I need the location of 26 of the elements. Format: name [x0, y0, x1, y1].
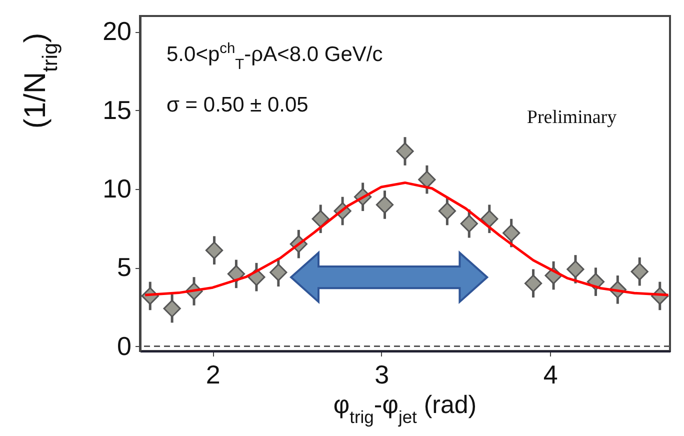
- point: [502, 224, 520, 242]
- y-tick-label: 20: [102, 16, 132, 46]
- point: [524, 274, 542, 292]
- y-tick-label: 15: [102, 94, 132, 125]
- point: [566, 260, 584, 278]
- y-tick-label: 5: [117, 252, 132, 282]
- y-tick-label: 0: [117, 330, 132, 361]
- x-tick-label: 3: [374, 360, 390, 390]
- y-tick-label: 10: [102, 174, 132, 204]
- annotation: Preliminary: [526, 107, 618, 128]
- x-tick-label: 2: [206, 360, 220, 390]
- x-axis-title: φ$_{trig}$-φ$_{jet}$ (rad): [333, 391, 477, 427]
- point: [163, 300, 181, 318]
- point: [205, 242, 224, 260]
- annotation: σ = 0.50 ± 0.05: [166, 93, 308, 116]
- point: [630, 262, 648, 280]
- point: [396, 142, 414, 160]
- annotation: 5.0<p$^{ch}$$_{T}$-ρA<8.0 GeV/c: [166, 41, 383, 74]
- point: [270, 264, 288, 282]
- x-tick-label: 4: [543, 360, 558, 390]
- point: [460, 214, 478, 232]
- point: [312, 210, 330, 228]
- point: [480, 210, 498, 228]
- point: [376, 196, 394, 214]
- point: [418, 170, 436, 188]
- point: [438, 202, 456, 220]
